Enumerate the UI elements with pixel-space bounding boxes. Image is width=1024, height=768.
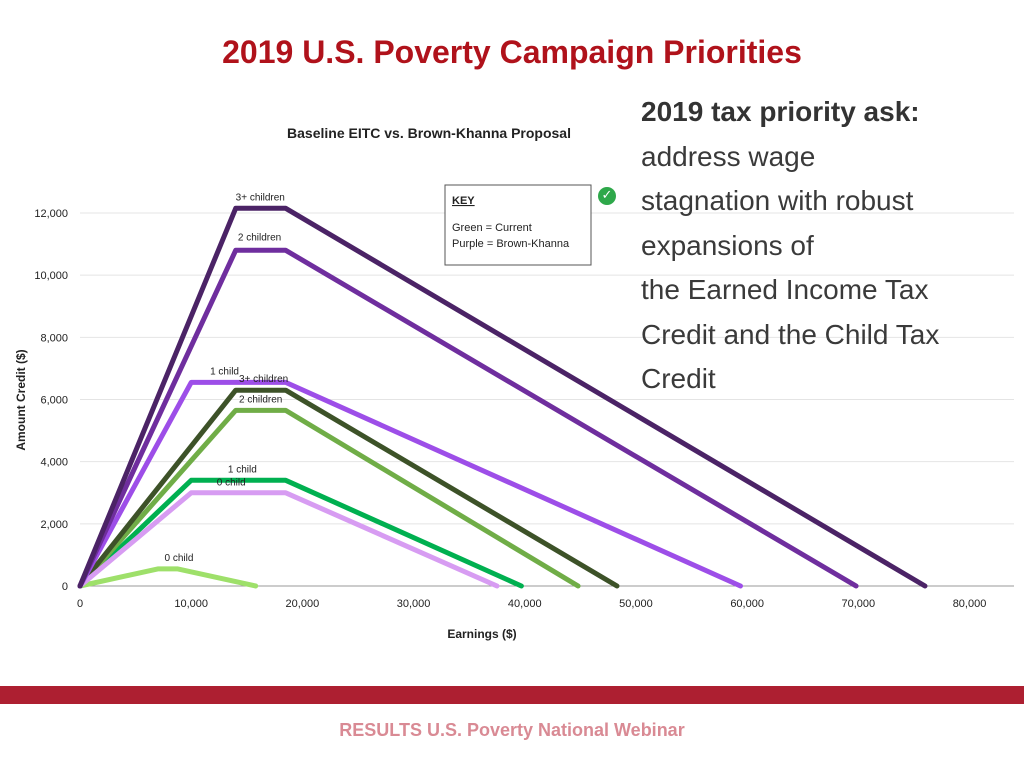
series-line <box>77 247 859 589</box>
x-tick-label: 80,000 <box>953 598 987 610</box>
side-text-line: expansions of <box>641 229 814 261</box>
footer-text: RESULTS U.S. Poverty National Webinar <box>339 720 685 740</box>
y-tick-label: 4,000 <box>40 457 68 469</box>
chart-title: Baseline EITC vs. Brown-Khanna Proposal <box>287 125 571 141</box>
y-tick-label: 10,000 <box>34 270 68 282</box>
series-line <box>77 490 500 589</box>
x-tick-label: 70,000 <box>842 598 876 610</box>
key-row: Green = Current <box>452 222 532 234</box>
y-tick-label: 12,000 <box>34 208 68 220</box>
series-label: 2 children <box>239 394 282 405</box>
x-tick-label: 30,000 <box>397 598 431 610</box>
x-axis-title: Earnings ($) <box>447 627 516 641</box>
footer-bar <box>0 686 1024 704</box>
side-text-heading: 2019 tax priority ask: <box>641 96 920 127</box>
y-tick-label: 2,000 <box>40 519 68 531</box>
key-title: KEY <box>452 195 475 207</box>
series-line <box>77 205 928 589</box>
x-tick-label: 60,000 <box>730 598 764 610</box>
series-line <box>77 407 581 589</box>
chart-svg: Baseline EITC vs. Brown-Khanna Proposal 0… <box>14 125 1014 641</box>
series-label: 0 child <box>165 553 194 564</box>
series-line <box>77 379 743 589</box>
y-tick-label: 0 <box>62 581 68 593</box>
y-axis-title: Amount Credit ($) <box>14 349 28 450</box>
series-label: 1 child <box>210 366 239 377</box>
series-label: 0 child <box>217 477 246 488</box>
series-line <box>77 477 524 589</box>
series-label: 3+ children <box>239 374 288 385</box>
eitc-chart: Baseline EITC vs. Brown-Khanna Proposal 0… <box>0 110 1024 660</box>
series-line <box>77 566 259 589</box>
series-label: 2 children <box>238 233 281 244</box>
side-text-line: stagnation with robust <box>641 185 914 216</box>
side-text-line: Credit and the Child Tax <box>641 318 940 350</box>
x-tick-label: 40,000 <box>508 598 542 610</box>
series-label: 1 child <box>228 464 257 475</box>
x-tick-label: 20,000 <box>286 598 320 610</box>
x-tick-label: 0 <box>77 598 83 610</box>
slide-title: 2019 U.S. Poverty Campaign Priorities <box>222 34 802 70</box>
side-text-line: the Earned Income Tax <box>641 274 929 305</box>
y-tick-label: 8,000 <box>40 332 68 344</box>
side-text-line: address wage <box>641 140 816 172</box>
series-label: 3+ children <box>236 192 285 203</box>
y-tick-label: 6,000 <box>40 395 68 407</box>
key-box <box>444 184 592 266</box>
series-line <box>77 387 620 589</box>
side-text: 2019 tax priority ask: address wage stag… <box>641 90 1011 402</box>
x-tick-label: 10,000 <box>174 598 208 610</box>
checkmark-icon: ✓ <box>598 187 616 205</box>
side-text-line: Credit <box>641 363 716 394</box>
key-row: Purple = Brown-Khanna <box>452 238 570 250</box>
x-tick-label: 50,000 <box>619 598 653 610</box>
